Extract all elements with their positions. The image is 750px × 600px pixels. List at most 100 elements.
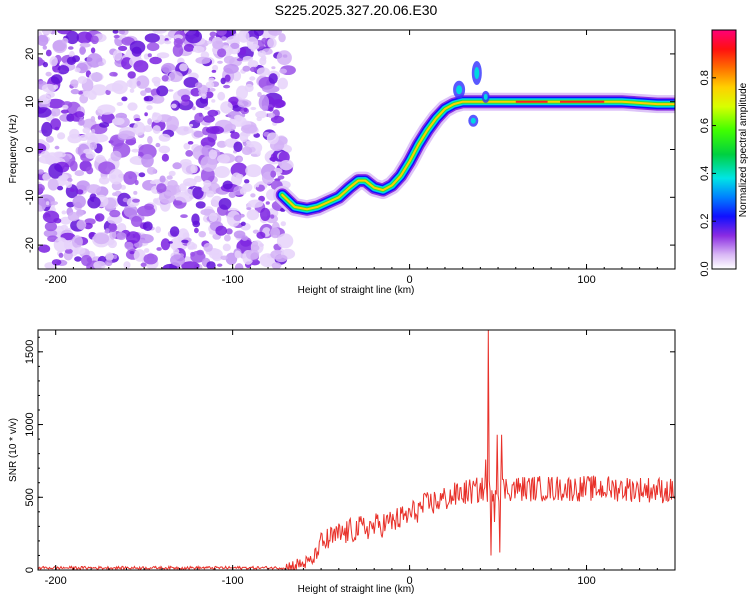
- x-tick-label: 100: [577, 575, 595, 587]
- noise-blob: [247, 199, 264, 208]
- noise-blob: [277, 175, 285, 180]
- noise-blob: [51, 111, 57, 117]
- noise-blob: [149, 56, 162, 65]
- colorbar-tick-label: 0.2: [699, 214, 711, 229]
- noise-blob: [83, 90, 91, 98]
- noise-blob: [46, 98, 65, 109]
- noise-blob: [252, 229, 260, 234]
- noise-blob: [97, 104, 116, 115]
- noise-blob: [137, 234, 154, 244]
- x-tick-label: -100: [222, 575, 244, 587]
- noise-blob: [249, 76, 256, 81]
- noise-blob: [41, 121, 53, 137]
- noise-blob: [131, 148, 139, 153]
- noise-blob: [203, 242, 213, 252]
- noise-blob: [138, 144, 157, 160]
- noise-blob: [105, 252, 114, 262]
- noise-blob: [129, 251, 135, 255]
- noise-blob: [192, 106, 196, 111]
- bottom-y-ticks: 0 500 1000 1500: [24, 336, 675, 573]
- noise-blob: [55, 151, 66, 158]
- noise-blob: [133, 249, 146, 262]
- noise-blob: [108, 223, 118, 233]
- noise-blob: [195, 201, 206, 209]
- noise-blob: [146, 105, 153, 111]
- colorbar: 0.0 0.2 0.4 0.6 0.8 Normalized spectral ampl…: [699, 29, 749, 277]
- noise-blob: [74, 67, 81, 73]
- noise-blob: [122, 197, 129, 203]
- noise-blob: [91, 128, 96, 134]
- noise-blob: [93, 233, 110, 245]
- bottom-y-axis-label: SNR (10 * v/v): [8, 418, 19, 482]
- noise-blob: [132, 198, 140, 203]
- noise-blob: [45, 135, 54, 143]
- noise-blob: [105, 228, 110, 234]
- noise-blob: [245, 164, 262, 178]
- noise-blob: [218, 198, 232, 210]
- noise-blob: [179, 63, 188, 72]
- noise-blob: [234, 114, 242, 121]
- noise-blob: [107, 214, 123, 225]
- noise-blob: [158, 191, 176, 204]
- noise-blob: [38, 152, 41, 157]
- noise-blob: [70, 88, 80, 95]
- noise-blob: [88, 232, 95, 238]
- noise-blob: [141, 154, 154, 168]
- noise-blob: [69, 160, 78, 172]
- noise-blob: [235, 173, 244, 180]
- noise-blob: [90, 47, 96, 54]
- noise-blob: [76, 219, 87, 230]
- noise-blob: [136, 80, 141, 86]
- noise-blob: [161, 65, 172, 73]
- artifact-core: [470, 117, 476, 124]
- noise-blob: [230, 42, 240, 50]
- noise-blob: [166, 116, 180, 131]
- noise-blob: [215, 225, 227, 236]
- noise-blob: [133, 190, 138, 195]
- top-y-ticks: -20 -10 0 10 20: [24, 48, 675, 253]
- noise-blob: [38, 194, 55, 207]
- noise-blob: [129, 88, 135, 93]
- noise-blob: [150, 94, 165, 104]
- noise-blob: [223, 63, 239, 74]
- noise-blob: [205, 81, 215, 89]
- noise-blob: [222, 180, 233, 190]
- ridge-green: [280, 99, 675, 212]
- x-tick-label: -100: [222, 274, 244, 286]
- frequency-ridge: [273, 61, 675, 219]
- noise-blob: [160, 238, 171, 251]
- noise-blob: [276, 171, 281, 177]
- noise-blob: [221, 36, 227, 41]
- noise-blob: [246, 36, 259, 49]
- noise-blob: [143, 253, 158, 265]
- y-tick-label: 20: [24, 48, 36, 60]
- noise-blob: [143, 125, 153, 133]
- noise-blob: [246, 209, 260, 221]
- noise-blob: [153, 80, 161, 87]
- noise-blob: [45, 201, 50, 206]
- noise-blob: [149, 180, 158, 185]
- noise-blob: [217, 60, 223, 64]
- noise-blob: [110, 150, 122, 162]
- snr-panel: -200 -100 0 100 0 500 1000 1500 Height of stra…: [8, 329, 676, 595]
- y-tick-label: 1500: [24, 340, 36, 364]
- noise-blob: [73, 83, 78, 89]
- noise-blob: [88, 72, 104, 82]
- noise-blob: [187, 141, 194, 145]
- noise-blob: [222, 243, 231, 252]
- noise-blob: [126, 80, 133, 88]
- colorbar-tick-label: 0.8: [699, 70, 711, 85]
- noise-blob: [112, 117, 125, 126]
- noise-blob: [246, 207, 252, 211]
- noise-blob: [195, 56, 211, 64]
- noise-blob: [67, 211, 80, 222]
- noise-blob: [238, 47, 247, 56]
- noise-blob: [271, 262, 282, 269]
- noise-blob: [41, 83, 57, 93]
- noise-blob: [90, 35, 99, 45]
- noise-blob: [220, 101, 233, 114]
- noise-blob: [147, 53, 152, 58]
- y-tick-label: 10: [24, 96, 36, 108]
- noise-blob: [74, 256, 82, 262]
- noise-blob: [144, 87, 152, 93]
